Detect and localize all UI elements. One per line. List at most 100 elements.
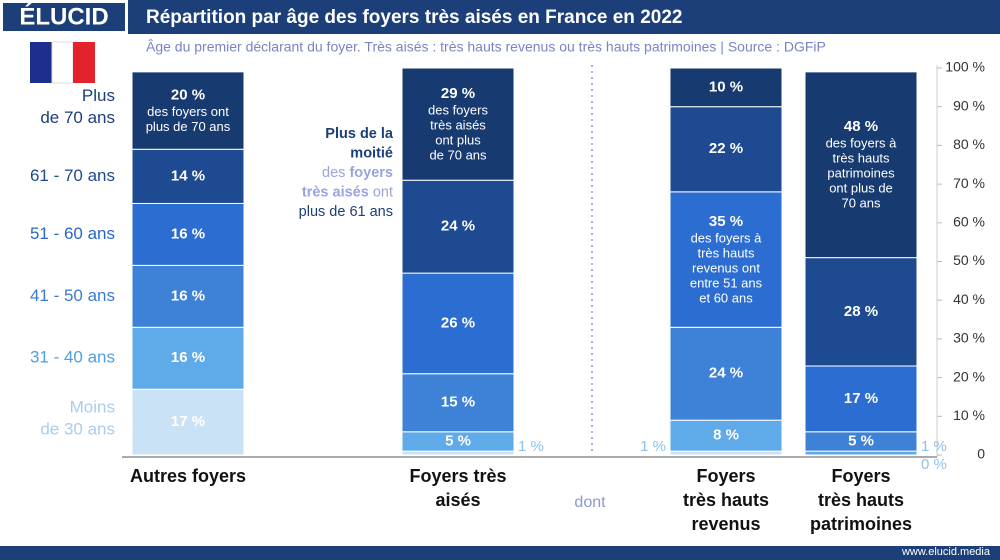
bar-segment bbox=[804, 257, 918, 367]
annotation-part: très aisés bbox=[302, 184, 369, 200]
small-value-label: 0 % bbox=[921, 456, 947, 473]
bar-segment bbox=[669, 450, 783, 456]
footer: www.elucid.media bbox=[901, 546, 991, 558]
segment-note: très aisés bbox=[430, 118, 486, 133]
bar-segment bbox=[131, 148, 245, 204]
y-tick-label: 40 % bbox=[953, 291, 985, 307]
bar-segment bbox=[401, 272, 515, 375]
logo-inner bbox=[3, 3, 125, 31]
flag-blue bbox=[30, 42, 52, 83]
title: Répartition par âge des foyers très aisé… bbox=[146, 7, 682, 28]
segment-note: des foyers à bbox=[691, 231, 763, 246]
segment-note: des foyers bbox=[428, 103, 488, 118]
segment-note: 70 ans bbox=[841, 196, 881, 211]
y-tick-label: 0 bbox=[977, 446, 985, 462]
small-value-label: 1 % bbox=[921, 438, 947, 455]
annotation-part: foyers bbox=[349, 165, 393, 181]
bar-segment bbox=[131, 202, 245, 266]
value-label: 24 % bbox=[441, 218, 475, 235]
y-tick-label: 30 % bbox=[953, 330, 985, 346]
y-tick-label: 70 % bbox=[953, 175, 985, 191]
logo: ÉLUCID bbox=[19, 2, 108, 30]
value-label: 24 % bbox=[709, 365, 743, 382]
value-label: 14 % bbox=[171, 167, 205, 184]
segment-note: entre 51 ans bbox=[690, 276, 763, 291]
value-label: 17 % bbox=[844, 390, 878, 407]
segment-note: très hauts bbox=[832, 151, 890, 166]
bar-segment bbox=[131, 264, 245, 328]
segment-note: patrimoines bbox=[827, 166, 895, 181]
category-label: Autres foyers bbox=[130, 466, 246, 486]
segment-note: ont plus de bbox=[829, 181, 893, 196]
bar-segment bbox=[131, 71, 245, 150]
y-tick-label: 50 % bbox=[953, 252, 985, 268]
annotation-part: ont bbox=[369, 184, 393, 200]
value-label: 5 % bbox=[848, 432, 874, 449]
annotation: Plus de la bbox=[325, 126, 394, 142]
category-label: revenus bbox=[691, 514, 760, 534]
legend-label: Plus bbox=[82, 86, 115, 105]
value-label: 16 % bbox=[171, 287, 205, 304]
y-tick-label: 80 % bbox=[953, 136, 985, 152]
value-label: 20 % bbox=[171, 87, 205, 104]
segment-note: et 60 ans bbox=[699, 291, 753, 306]
value-label: 48 % bbox=[844, 118, 878, 135]
subtitle: Âge du premier déclarant du foyer. Très … bbox=[146, 39, 826, 55]
legend-label: 51 - 60 ans bbox=[30, 224, 115, 243]
value-label: 8 % bbox=[713, 427, 739, 444]
value-label: 29 % bbox=[441, 85, 475, 102]
bar-segment bbox=[669, 67, 783, 108]
value-label: 16 % bbox=[171, 225, 205, 242]
small-value-label: 1 % bbox=[640, 438, 666, 455]
flag-red bbox=[73, 42, 95, 83]
bar-segment bbox=[401, 450, 515, 456]
annotation-part: plus de 61 ans bbox=[299, 204, 393, 220]
value-label: 28 % bbox=[844, 303, 878, 320]
value-label: 35 % bbox=[709, 213, 743, 230]
value-label: 17 % bbox=[171, 413, 205, 430]
y-tick-label: 20 % bbox=[953, 368, 985, 384]
divider-label: dont bbox=[574, 494, 606, 511]
segment-note: ont plus bbox=[435, 133, 481, 148]
category-label: Foyers bbox=[831, 466, 890, 486]
bar-segment bbox=[804, 450, 918, 456]
segment-note: plus de 70 ans bbox=[146, 119, 231, 134]
value-label: 22 % bbox=[709, 140, 743, 157]
bar-segment bbox=[804, 71, 918, 259]
category-label: très hauts bbox=[683, 490, 769, 510]
annotation: moitié bbox=[350, 145, 393, 161]
y-tick-label: 100 % bbox=[945, 59, 985, 75]
category-label: aisés bbox=[435, 490, 480, 510]
segment-note: revenus ont bbox=[692, 261, 760, 276]
flag-white bbox=[51, 41, 74, 84]
value-label: 26 % bbox=[441, 314, 475, 331]
legend-label: 61 - 70 ans bbox=[30, 166, 115, 185]
value-label: 10 % bbox=[709, 78, 743, 95]
bar-segment bbox=[401, 373, 515, 433]
bar-segment bbox=[401, 179, 515, 274]
category-label: Foyers très bbox=[409, 466, 506, 486]
segment-note: très hauts bbox=[697, 246, 755, 261]
bar-segment bbox=[669, 106, 783, 193]
y-tick-label: 90 % bbox=[953, 97, 985, 113]
legend-label: de 30 ans bbox=[40, 420, 115, 439]
flag bbox=[30, 41, 95, 84]
annotation-part: des bbox=[322, 165, 349, 181]
segment-note: des foyers à bbox=[826, 136, 898, 151]
value-label: 15 % bbox=[441, 394, 475, 411]
annotation: très aisés ont bbox=[302, 184, 393, 200]
category-label: très hauts bbox=[818, 490, 904, 510]
annotation-part: Plus de la bbox=[325, 126, 394, 142]
bar-segment bbox=[669, 191, 783, 328]
legend-label: Moins bbox=[70, 398, 115, 417]
bar-segment bbox=[669, 326, 783, 421]
header-bar bbox=[0, 0, 1000, 34]
category-label: patrimoines bbox=[810, 514, 912, 534]
annotation: plus de 61 ans bbox=[299, 204, 393, 220]
segment-note: des foyers ont bbox=[147, 104, 229, 119]
legend-label: 41 - 50 ans bbox=[30, 286, 115, 305]
bar-segment bbox=[401, 67, 515, 181]
category-label: Foyers bbox=[696, 466, 755, 486]
y-tick-label: 60 % bbox=[953, 214, 985, 230]
